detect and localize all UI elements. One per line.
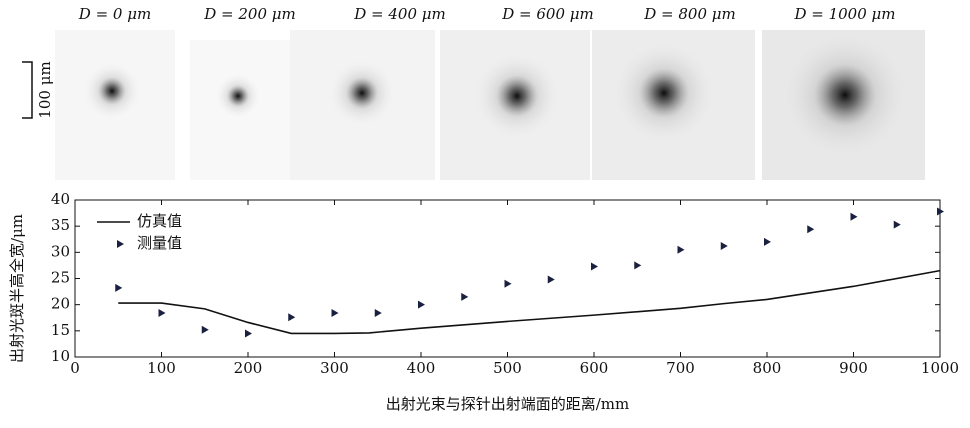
spot [783, 33, 907, 157]
scatter-point [764, 237, 771, 246]
panel-label: D = 800 μm [643, 5, 736, 23]
spot [475, 54, 559, 138]
x-tick-label: 1000 [921, 359, 959, 377]
scatter-point [677, 245, 685, 254]
scatter-point [720, 242, 728, 251]
spot-images [55, 30, 925, 180]
scale-bar [22, 61, 33, 119]
line-series [118, 269, 941, 335]
y-axis-label: 出射光斑半高全宽/μm [8, 214, 26, 363]
y-tick-label: 10 [51, 347, 70, 365]
scatter-point [850, 212, 858, 221]
y-tick-label: 25 [51, 269, 70, 287]
y-tick-label: 30 [51, 242, 70, 260]
x-tick-label: 700 [666, 359, 695, 377]
scatter-point [418, 300, 425, 309]
x-tick-label: 0 [70, 359, 80, 377]
scatter-point [547, 275, 555, 284]
x-tick-label: 200 [234, 359, 263, 377]
x-axis-label: 出射光束与探针出射端面的距离/mm [386, 395, 630, 413]
scale-bar-label: 100 μm [36, 61, 54, 118]
spot [216, 74, 260, 118]
scatter-point [115, 283, 123, 292]
scatter-point [893, 220, 901, 229]
x-tick-label: 600 [580, 359, 609, 377]
legend-label: 测量值 [137, 234, 182, 252]
scatter-point [374, 309, 382, 318]
x-tick-label: 400 [407, 359, 436, 377]
scatter-point [158, 309, 166, 318]
scatter-point [201, 325, 209, 334]
panel-label: D = 200 μm [203, 5, 296, 23]
scatter-point [245, 329, 252, 338]
scatter-point [331, 309, 339, 318]
spot [84, 63, 140, 119]
scatter-point [634, 261, 642, 270]
x-tick-label: 300 [320, 359, 349, 377]
y-tick-label: 40 [51, 190, 70, 208]
panel-label: D = 600 μm [501, 5, 594, 23]
panel-label: D = 400 μm [353, 5, 446, 23]
plot-frame [74, 199, 941, 358]
scatter-point [288, 313, 296, 322]
scatter-point [807, 225, 815, 234]
x-tick-label: 800 [753, 359, 782, 377]
y-tick-label: 35 [51, 216, 70, 234]
spot [330, 61, 394, 125]
legend-label: 仿真值 [137, 212, 182, 230]
panel-label: D = 0 μm [78, 5, 151, 23]
scatter-point [504, 279, 512, 288]
x-tick-label: 500 [493, 359, 522, 377]
scatter-point [937, 207, 944, 216]
scatter-point [461, 292, 469, 301]
y-tick-label: 20 [51, 295, 70, 313]
panel-label: D = 1000 μm [793, 5, 895, 23]
x-tick-label: 900 [839, 359, 868, 377]
y-tick-label: 15 [51, 321, 70, 339]
spot [614, 43, 714, 143]
legend-swatch [117, 240, 124, 248]
x-tick-label: 100 [147, 359, 176, 377]
scatter-point [591, 262, 598, 271]
